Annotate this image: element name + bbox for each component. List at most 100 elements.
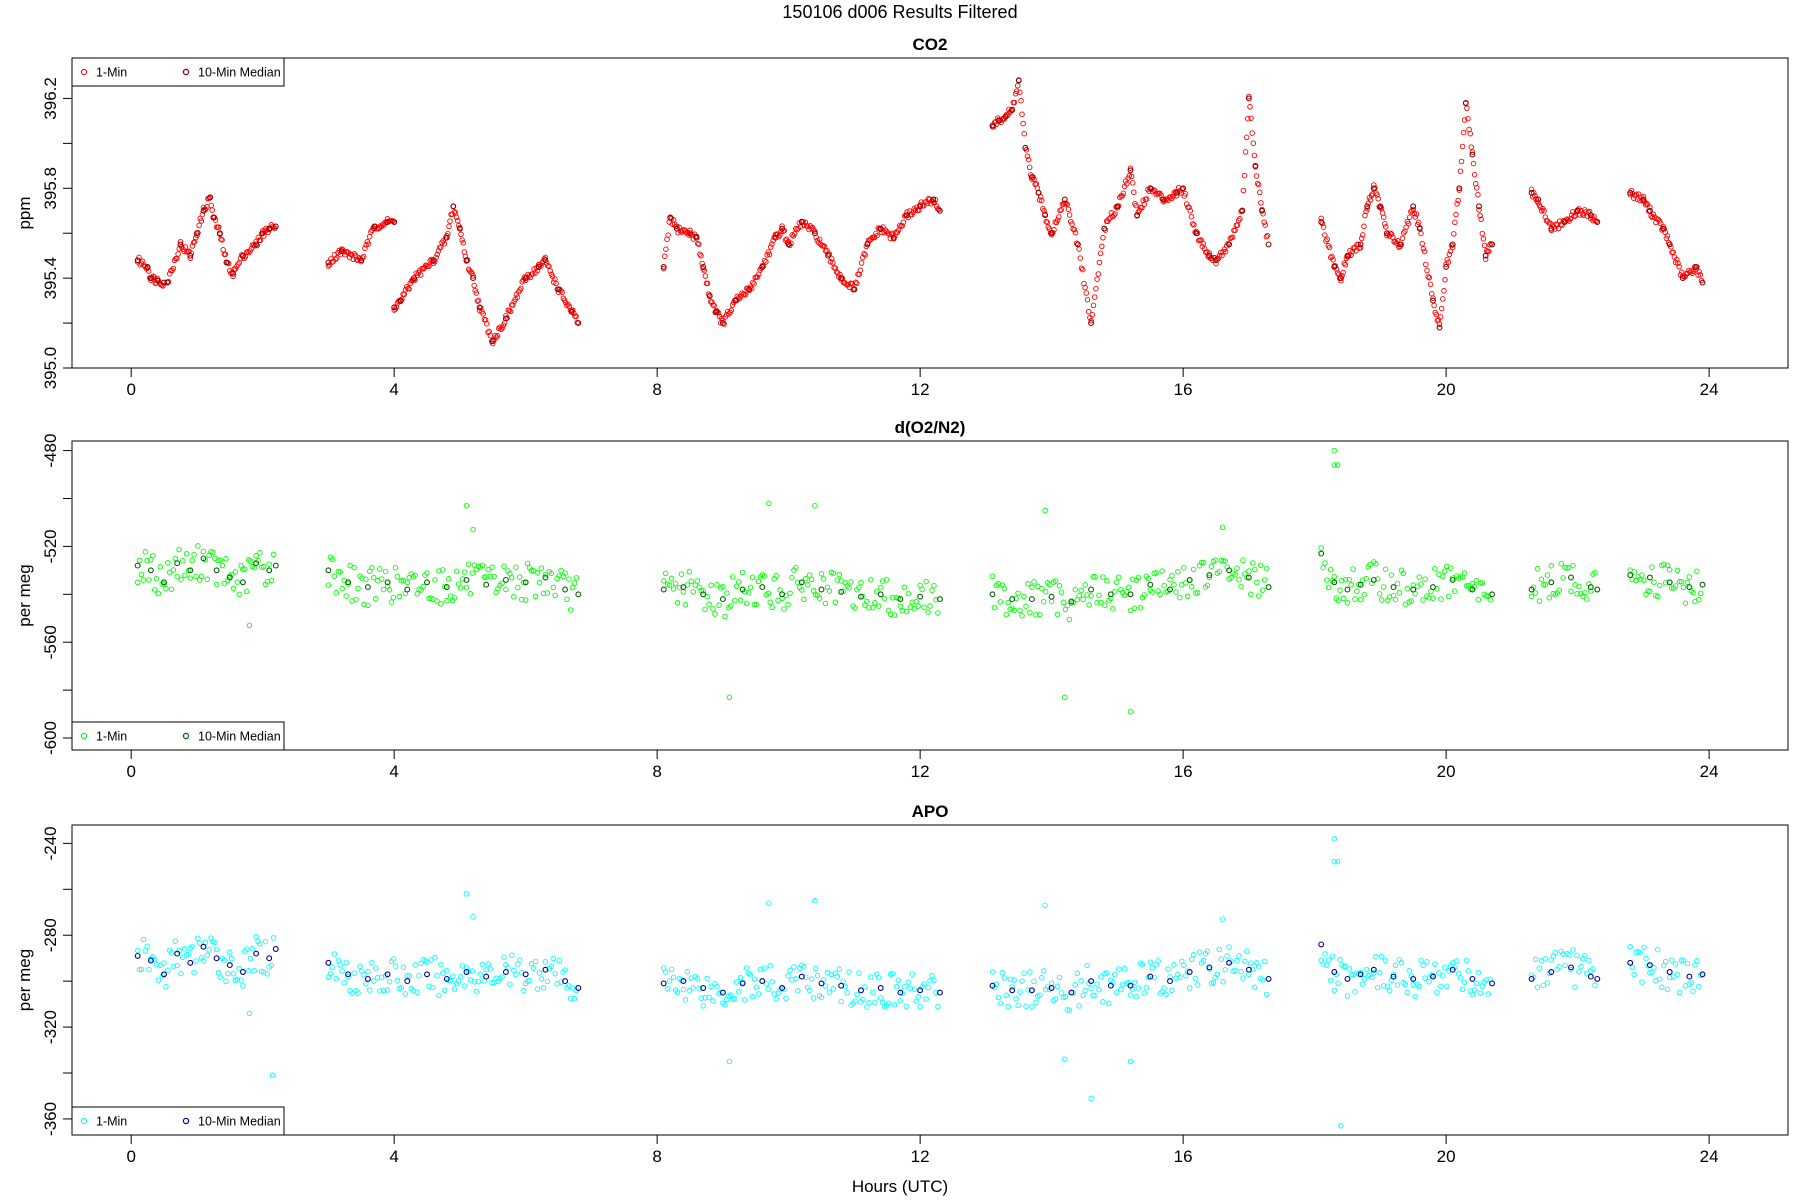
point-1-min xyxy=(469,570,476,576)
point-1-min xyxy=(204,576,211,583)
point-1-min xyxy=(1188,956,1195,963)
point-1-min xyxy=(1033,612,1039,618)
point-1-min xyxy=(1688,980,1695,986)
point-1-min xyxy=(915,993,921,1000)
point-1-min xyxy=(196,222,202,229)
point-1-min xyxy=(1261,958,1268,965)
point-1-min xyxy=(862,252,868,258)
point-1-min xyxy=(134,579,141,586)
point-1-min xyxy=(1238,968,1244,975)
point-1-min xyxy=(714,581,720,588)
point-1-min xyxy=(1592,982,1598,989)
point-1-min xyxy=(1544,980,1551,986)
point-1-min xyxy=(866,604,872,611)
point-1-min xyxy=(1572,984,1578,990)
point-1-min xyxy=(1346,966,1353,972)
point-1-min xyxy=(1334,270,1341,276)
point-1-min xyxy=(1425,274,1431,280)
point-1-min xyxy=(842,983,848,990)
point-1-min xyxy=(735,989,742,995)
point-1-min xyxy=(900,219,907,225)
point-1-min xyxy=(418,272,424,278)
point-1-min xyxy=(794,226,800,233)
point-1-min xyxy=(479,562,486,569)
point-10-min-median xyxy=(210,214,217,221)
point-10-min-median xyxy=(1699,971,1706,978)
point-1-min xyxy=(1085,308,1092,315)
point-1-min xyxy=(668,575,675,582)
point-1-min xyxy=(1432,565,1438,572)
point-1-min xyxy=(1331,987,1338,994)
point-1-min xyxy=(1155,958,1161,964)
point-1-min xyxy=(461,569,468,575)
point-1-min xyxy=(868,974,874,980)
point-1-min xyxy=(1213,260,1219,267)
point-1-min xyxy=(434,598,440,604)
legend: 1-Min 10-Min Median xyxy=(71,1106,285,1136)
point-1-min xyxy=(1056,214,1062,220)
point-1-min xyxy=(138,966,145,973)
point-1-min xyxy=(1175,569,1181,575)
point-1-min xyxy=(931,582,937,589)
point-1-min-outlier xyxy=(1127,708,1134,715)
x-tick-label: 0 xyxy=(126,380,135,399)
point-1-min xyxy=(399,296,405,302)
point-1-min xyxy=(482,317,489,323)
point-1-min xyxy=(1647,588,1653,595)
point-1-min xyxy=(440,970,446,976)
legend-label-1-min: 1-Min xyxy=(96,730,127,744)
point-1-min xyxy=(1639,979,1645,985)
point-1-min xyxy=(1157,591,1163,598)
point-1-min xyxy=(1419,240,1425,247)
point-1-min xyxy=(432,577,438,583)
point-1-min xyxy=(1406,967,1413,974)
point-1-min xyxy=(708,983,714,990)
point-1-min xyxy=(499,974,505,980)
point-1-min xyxy=(1188,584,1195,590)
point-1-min xyxy=(1190,566,1197,573)
point-1-min xyxy=(1257,189,1263,196)
point-1-min xyxy=(662,570,669,577)
point-1-min xyxy=(1110,605,1116,612)
point-1-min xyxy=(374,975,381,981)
point-1-min xyxy=(1198,559,1205,566)
point-1-min xyxy=(485,566,491,573)
point-1-min xyxy=(660,578,667,584)
point-10-min-median xyxy=(239,252,246,259)
point-1-min xyxy=(1100,999,1106,1005)
point-1-min xyxy=(1096,986,1102,993)
point-1-min xyxy=(489,564,495,570)
point-1-min xyxy=(1655,593,1661,600)
point-1-min xyxy=(925,984,931,991)
point-1-min xyxy=(1071,226,1078,233)
point-1-min xyxy=(1322,232,1328,238)
point-1-min xyxy=(142,948,149,954)
point-1-min xyxy=(1241,172,1248,179)
point-1-min xyxy=(373,596,379,602)
legend: 1-Min 10-Min Median xyxy=(71,57,285,87)
point-1-min xyxy=(477,971,484,977)
point-1-min xyxy=(447,218,453,224)
point-1-min xyxy=(243,249,250,256)
point-1-min xyxy=(1258,200,1264,206)
point-1-min xyxy=(1552,226,1558,232)
point-1-min xyxy=(1084,962,1090,969)
point-10-min-median xyxy=(1015,77,1022,84)
point-1-min xyxy=(384,987,391,993)
point-10-min-median xyxy=(187,959,194,966)
point-1-min xyxy=(515,584,521,591)
point-10-min-median xyxy=(1213,257,1219,264)
point-1-min xyxy=(1342,577,1349,583)
point-1-min xyxy=(1566,952,1572,958)
point-1-min xyxy=(701,267,708,274)
point-1-min xyxy=(1104,578,1110,584)
point-1-min xyxy=(191,551,197,558)
point-1-min xyxy=(706,994,712,1001)
point-1-min xyxy=(548,963,555,970)
point-10-min-median xyxy=(154,277,161,284)
point-1-min xyxy=(1264,232,1271,239)
point-1-min xyxy=(1437,314,1444,320)
point-1-min xyxy=(501,563,507,569)
point-1-min xyxy=(801,963,807,970)
